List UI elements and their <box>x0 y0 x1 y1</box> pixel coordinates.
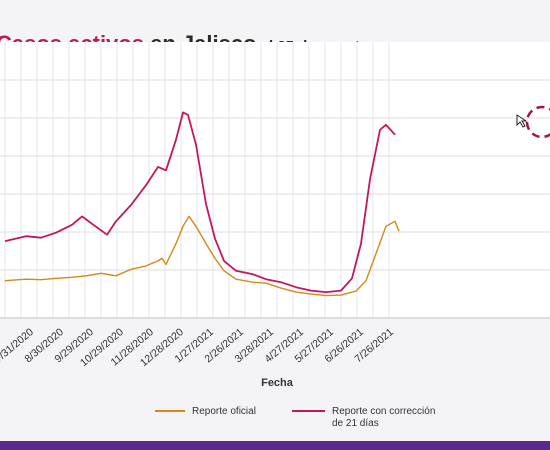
series-line-1 <box>4 111 396 294</box>
plot-area <box>0 42 550 318</box>
bottom-bar <box>0 441 550 450</box>
legend-label-correccion-line2: de 21 días <box>332 418 379 429</box>
chart-series <box>4 111 400 297</box>
highlight-marker <box>516 105 550 139</box>
chart-grid <box>0 42 550 319</box>
legend-label-correccion-line1: Reporte con corrección <box>332 406 435 417</box>
series-line-0 <box>4 215 400 297</box>
highlight-circle <box>525 105 550 139</box>
legend-label-oficial: Reporte oficial <box>192 406 256 417</box>
x-axis-label: Fecha <box>261 377 294 389</box>
legend-label-correccion: Reporte con corrección de 21 días <box>332 406 438 429</box>
cursor-icon <box>516 114 528 128</box>
chart-legend: Reporte oficial Reporte con corrección d… <box>155 406 438 429</box>
x-tick-labels: 7/31/20208/30/20209/29/202010/29/202011/… <box>0 326 396 369</box>
